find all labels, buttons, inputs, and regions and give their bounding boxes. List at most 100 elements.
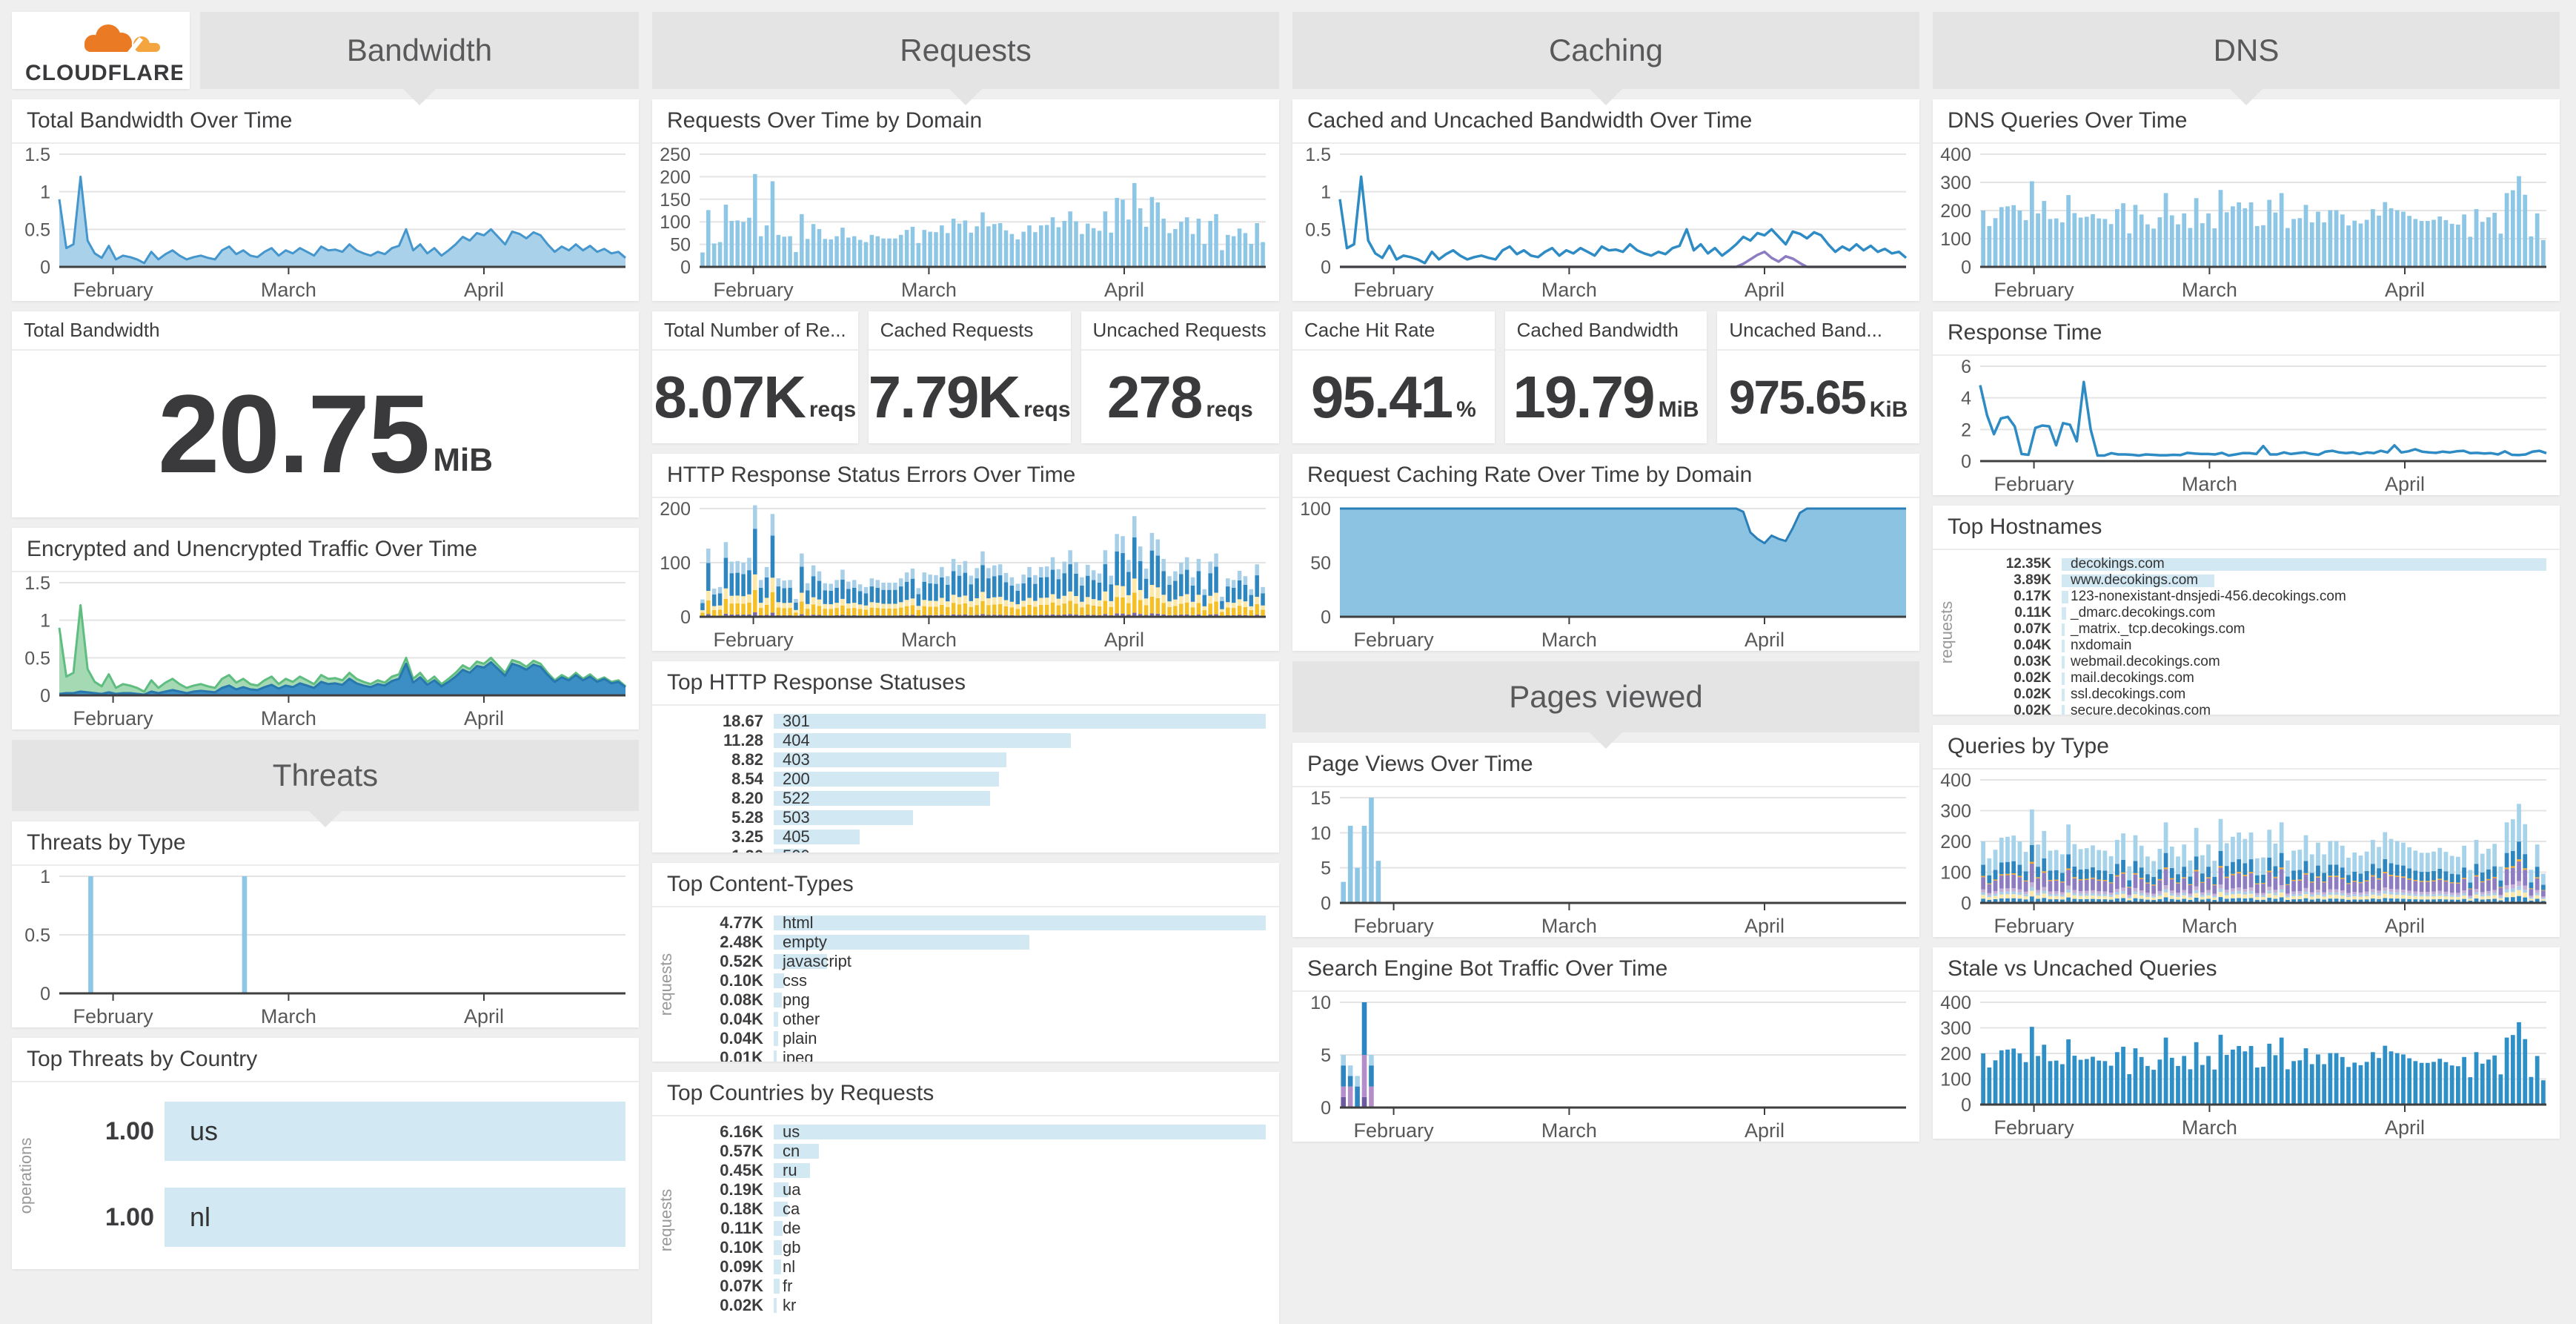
hbar-value: 0.04K — [2014, 638, 2051, 653]
hbar-value: 0.10K — [720, 971, 763, 990]
hbar-value: 0.08K — [720, 990, 763, 1009]
hbar-value: 0.07K — [720, 1277, 763, 1295]
hbar-fill — [774, 733, 1072, 748]
hbar-label: webmail.decokings.com — [2071, 654, 2220, 669]
svg-text:February: February — [1994, 915, 2075, 937]
top-countries-hbar-list[interactable]: requests 6.16K us 0.57K cn 0.45K ru 0.19K ua 0.18… — [652, 1116, 1279, 1324]
cloudflare-logo: CLOUDFLARE® — [12, 12, 190, 89]
queries-by-type-stacked-bar-chart[interactable]: 0 100 200 300 400 February March April — [1933, 769, 2560, 937]
stat-unit: reqs — [809, 397, 857, 422]
hbar-label: _dmarc.decokings.com — [2071, 605, 2216, 620]
stat-title: Cache Hit Rate — [1292, 311, 1495, 351]
search-bot-stacked-bar-chart[interactable]: 0 5 10 February March April — [1292, 992, 1919, 1142]
svg-text:April: April — [2385, 1116, 2425, 1139]
hbar-fill — [774, 1260, 781, 1274]
hbar-label: ru — [783, 1161, 797, 1179]
response-time-line-chart[interactable]: 0 2 4 6 February March April — [1933, 356, 2560, 495]
cached-uncached-line-chart[interactable]: 0 0.5 1 1.5 February March April — [1292, 144, 1919, 301]
svg-text:April: April — [1745, 915, 1785, 937]
stat-unit: reqs — [1023, 397, 1071, 422]
dns-queries-bar-chart[interactable]: 0 100 200 300 400 February March April — [1933, 144, 2560, 301]
panel-title: Queries by Type — [1933, 725, 2560, 769]
panel-search-bot-traffic: Search Engine Bot Traffic Over Time 0 5 10… — [1292, 947, 1919, 1142]
hbar-value: 0.02K — [720, 1296, 763, 1314]
svg-text:300: 300 — [1940, 173, 1971, 193]
hbar-value: 4.77K — [720, 913, 763, 932]
top-hostnames-hbar-list[interactable]: requests 12.35K decokings.com 3.89K www.deco… — [1933, 550, 2560, 715]
hbar-value: 0.02K — [2014, 703, 2051, 715]
threats-by-type-bar-chart[interactable]: 0 0.5 1 February March April — [12, 866, 639, 1027]
hbar-row: 0.19K ua — [694, 1180, 1266, 1199]
hbar-row: 8.20 522 — [694, 789, 1266, 808]
hbar-label: 404 — [783, 731, 810, 749]
panel-title: Top Threats by Country — [12, 1038, 639, 1082]
section-title: Bandwidth — [346, 33, 493, 67]
hbar-value: 8.54 — [731, 769, 763, 788]
hbar-fill — [774, 1298, 777, 1313]
section-title: Pages viewed — [1509, 679, 1703, 714]
top-content-types-hbar-list[interactable]: requests 4.77K html 2.48K empty 0.52K javascri… — [652, 907, 1279, 1062]
hbar-value: 3.25 — [731, 827, 763, 846]
panel-page-views: Page Views Over Time 0 5 10 15 February March… — [1292, 743, 1919, 937]
hbar-row: 0.03K webmail.decokings.com — [1974, 654, 2546, 670]
hbar-label: ua — [783, 1180, 801, 1199]
hbar-label: fr — [783, 1277, 793, 1295]
hbar-value: 1.00 — [104, 1116, 154, 1145]
svg-text:March: March — [2182, 915, 2237, 937]
section-title: Caching — [1548, 33, 1664, 67]
page-views-bar-chart[interactable]: 0 5 10 15 February March April — [1292, 787, 1919, 937]
panel-title: DNS Queries Over Time — [1933, 99, 2560, 144]
panel-encrypted-traffic: Encrypted and Unencrypted Traffic Over T… — [12, 528, 639, 729]
panel-threats-by-type: Threats by Type 0 0.5 1 February March April — [12, 821, 639, 1027]
svg-text:April: April — [1745, 279, 1785, 301]
top-http-statuses-hbar-list[interactable]: 18.67 301 11.28 404 8.82 403 8.54 200 8.20 522 5.2… — [652, 706, 1279, 853]
hbar-fill — [774, 1163, 810, 1178]
svg-text:1: 1 — [40, 182, 50, 203]
encrypted-traffic-area-chart[interactable]: 0 0.5 1 1.5 February March April — [12, 572, 639, 729]
hbar-row: 0.08K png — [694, 990, 1266, 1010]
panel-top-countries: Top Countries by Requests requests 6.16K u… — [652, 1072, 1279, 1324]
svg-text:150: 150 — [660, 190, 691, 211]
hbar-value: 8.20 — [731, 789, 763, 807]
hbar-fill — [165, 1102, 625, 1161]
stale-uncached-bar-chart[interactable]: 0 100 200 300 400 February March April — [1933, 992, 2560, 1139]
panel-http-errors: HTTP Response Status Errors Over Time 0 1… — [652, 454, 1279, 651]
hbar-label: us — [783, 1122, 800, 1141]
axis-label: operations — [16, 1137, 35, 1214]
hbar-value: 12.35K — [2005, 556, 2051, 572]
hbar-label: nl — [190, 1202, 211, 1232]
hbar-fill — [2062, 574, 2214, 587]
panel-uncached-requests: Uncached Requests 278 reqs — [1080, 311, 1279, 443]
svg-text:April: April — [464, 279, 504, 301]
svg-text:April: April — [1104, 629, 1144, 651]
total-bandwidth-area-chart[interactable]: 0 0.5 1 1.5 February March April — [12, 144, 639, 301]
hbar-row: 1.00 us — [53, 1102, 625, 1161]
hbar-row: 8.54 200 — [694, 769, 1266, 789]
svg-text:April: April — [2385, 473, 2425, 495]
hbar-label: us — [190, 1116, 219, 1146]
hbar-label: 200 — [783, 769, 810, 788]
svg-text:0: 0 — [40, 257, 50, 278]
svg-text:400: 400 — [1940, 145, 1971, 165]
svg-text:5: 5 — [1321, 1045, 1331, 1066]
stat-title: Total Bandwidth — [12, 311, 639, 351]
hbar-value: 1.26 — [694, 847, 774, 853]
stat-title: Cached Requests — [868, 311, 1071, 351]
caching-rate-area-chart[interactable]: 0 50 100 February March April — [1292, 498, 1919, 651]
svg-text:2: 2 — [1961, 420, 1971, 440]
top-threats-country-hbar-list[interactable]: operations 1.00 us 1.00 nl — [12, 1082, 639, 1269]
svg-text:6: 6 — [1961, 357, 1971, 377]
hbar-fill — [774, 849, 807, 853]
hbar-label: jpeg — [783, 1048, 814, 1062]
svg-text:100: 100 — [1300, 499, 1331, 520]
hbar-fill — [774, 973, 784, 988]
svg-text:4: 4 — [1961, 388, 1971, 409]
hbar-row: 0.02K mail.decokings.com — [1974, 670, 2546, 686]
requests-over-time-bar-chart[interactable]: 0 50 100 150 200 250 February March April — [652, 144, 1279, 301]
stat-value: 20.75 — [157, 371, 430, 496]
hbar-row: 0.04K plain — [694, 1029, 1266, 1048]
http-errors-stacked-bar-chart[interactable]: 0 100 200 February March April — [652, 498, 1279, 651]
svg-text:50: 50 — [1310, 553, 1331, 574]
svg-text:March: March — [261, 707, 316, 729]
svg-text:April: April — [1745, 629, 1785, 651]
